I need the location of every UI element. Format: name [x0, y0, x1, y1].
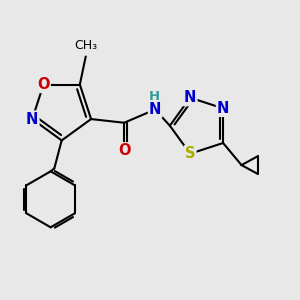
Text: O: O [118, 143, 130, 158]
Text: O: O [37, 77, 50, 92]
Text: N: N [184, 90, 197, 105]
Text: CH₃: CH₃ [74, 39, 97, 52]
Text: N: N [217, 101, 229, 116]
Text: S: S [185, 146, 195, 161]
Text: H: H [149, 90, 160, 103]
Text: N: N [149, 102, 161, 117]
Text: N: N [26, 112, 38, 127]
